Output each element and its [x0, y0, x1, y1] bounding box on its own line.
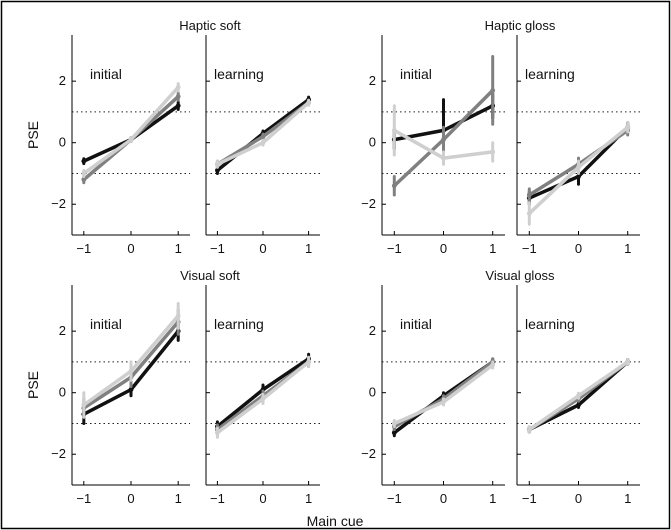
data-point — [391, 430, 397, 436]
data-point — [175, 84, 181, 90]
data-point — [215, 161, 220, 167]
panel-label: learning — [525, 316, 575, 332]
x-tick-label: 1 — [305, 241, 312, 256]
x-tick-label: 1 — [489, 241, 496, 256]
data-point — [81, 402, 87, 408]
y-tick-label: 2 — [59, 323, 66, 338]
chart-title: Visual soft — [180, 268, 240, 283]
data-point — [391, 127, 397, 133]
x-axis-label: Main cue — [307, 513, 364, 529]
data-point — [490, 149, 496, 155]
data-point — [441, 399, 446, 405]
data-point — [576, 174, 581, 179]
data-point — [441, 137, 446, 143]
chart-title: Visual gloss — [485, 268, 555, 283]
data-point — [128, 368, 134, 374]
data-point — [576, 402, 581, 408]
y-tick-label: 0 — [369, 385, 376, 400]
data-point — [215, 167, 220, 173]
panel-label: initial — [90, 66, 122, 82]
x-tick-label: 0 — [259, 241, 266, 256]
x-tick-label: 1 — [624, 491, 631, 506]
x-tick-label: −1 — [387, 241, 402, 256]
y-tick-label: −2 — [361, 196, 376, 211]
panel-label: learning — [214, 316, 264, 332]
data-point — [81, 171, 87, 176]
data-point — [625, 359, 631, 365]
x-tick-label: 1 — [489, 491, 496, 506]
data-point — [490, 362, 496, 368]
y-axis-label: PSE — [25, 371, 41, 399]
data-point — [391, 183, 397, 189]
chart-title: Haptic soft — [179, 18, 241, 33]
chart-title: Haptic gloss — [485, 18, 556, 33]
x-tick-label: 0 — [127, 491, 134, 506]
x-tick-label: 0 — [259, 491, 266, 506]
data-point — [576, 164, 581, 170]
x-tick-label: 0 — [127, 241, 134, 256]
x-tick-label: −1 — [522, 241, 537, 256]
panel-label: initial — [90, 316, 122, 332]
x-tick-label: 0 — [575, 491, 582, 506]
x-tick-label: 1 — [175, 241, 182, 256]
data-point — [175, 94, 181, 99]
y-tick-label: 2 — [369, 73, 376, 88]
data-point — [81, 177, 87, 183]
data-point — [441, 155, 446, 161]
data-point — [576, 393, 581, 399]
data-point — [260, 396, 266, 402]
x-tick-label: −1 — [76, 491, 91, 506]
x-tick-label: −1 — [76, 241, 91, 256]
data-point — [81, 158, 87, 164]
y-tick-label: 2 — [369, 323, 376, 338]
panel-label: initial — [400, 316, 432, 332]
data-point — [175, 313, 181, 319]
data-point — [526, 427, 532, 433]
x-tick-label: −1 — [387, 491, 402, 506]
data-point — [260, 140, 266, 146]
x-tick-label: −1 — [210, 491, 225, 506]
data-point — [128, 137, 134, 143]
data-point — [490, 87, 496, 93]
data-point — [526, 192, 532, 198]
x-tick-label: −1 — [210, 241, 225, 256]
data-point — [526, 211, 532, 216]
x-tick-label: −1 — [522, 491, 537, 506]
x-tick-label: 1 — [175, 491, 182, 506]
panel-label: learning — [214, 66, 264, 82]
panel-label: initial — [400, 66, 432, 82]
y-axis-label: PSE — [25, 121, 41, 149]
data-point — [391, 421, 397, 426]
y-tick-label: 0 — [59, 385, 66, 400]
data-point — [306, 100, 311, 106]
x-tick-label: 1 — [305, 491, 312, 506]
y-tick-label: −2 — [51, 196, 66, 211]
x-tick-label: 0 — [440, 241, 447, 256]
y-tick-label: −2 — [51, 446, 66, 461]
x-tick-label: 0 — [440, 491, 447, 506]
data-point — [128, 387, 134, 393]
panel-label: learning — [525, 66, 575, 82]
data-point — [260, 134, 266, 139]
x-tick-label: 0 — [575, 241, 582, 256]
data-point — [175, 103, 181, 109]
y-tick-label: 0 — [59, 135, 66, 150]
data-point — [625, 124, 631, 130]
data-point — [215, 430, 220, 436]
y-tick-label: 0 — [369, 135, 376, 150]
y-tick-label: 2 — [59, 73, 66, 88]
x-tick-label: 1 — [624, 241, 631, 256]
data-point — [306, 359, 311, 365]
y-tick-label: −2 — [361, 446, 376, 461]
